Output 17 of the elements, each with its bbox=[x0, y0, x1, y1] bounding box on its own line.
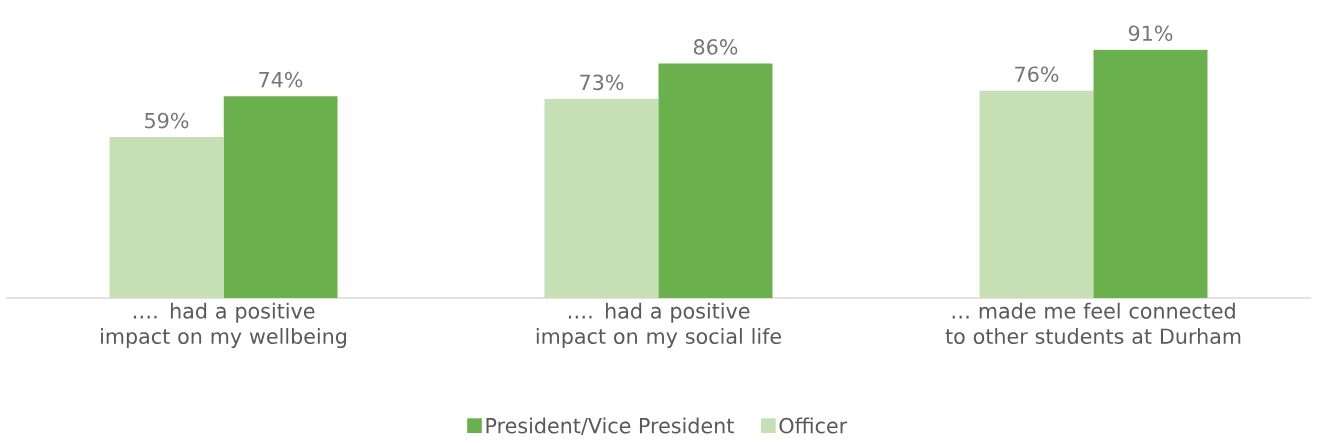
bar bbox=[1093, 49, 1208, 298]
data-label: 76% bbox=[1015, 66, 1059, 83]
bar bbox=[979, 90, 1094, 298]
legend-label: Officer bbox=[779, 417, 848, 434]
bar bbox=[658, 63, 773, 298]
bar bbox=[109, 137, 224, 298]
bar bbox=[223, 96, 338, 298]
x-tick-label: … made me feel connected to other students at Durham bbox=[945, 302, 1241, 345]
data-label: 73% bbox=[580, 74, 624, 91]
legend-label: President/Vice President bbox=[486, 417, 734, 436]
data-label: 74% bbox=[259, 71, 303, 88]
data-label: 59% bbox=[145, 112, 189, 129]
data-label: 86% bbox=[693, 39, 738, 55]
bar bbox=[544, 98, 659, 298]
x-tick-label: …. had a positive impact on my social life bbox=[536, 302, 782, 349]
data-label: 91% bbox=[1128, 25, 1173, 42]
x-tick-label: …. had a positive impact on my wellbeing bbox=[101, 302, 347, 349]
